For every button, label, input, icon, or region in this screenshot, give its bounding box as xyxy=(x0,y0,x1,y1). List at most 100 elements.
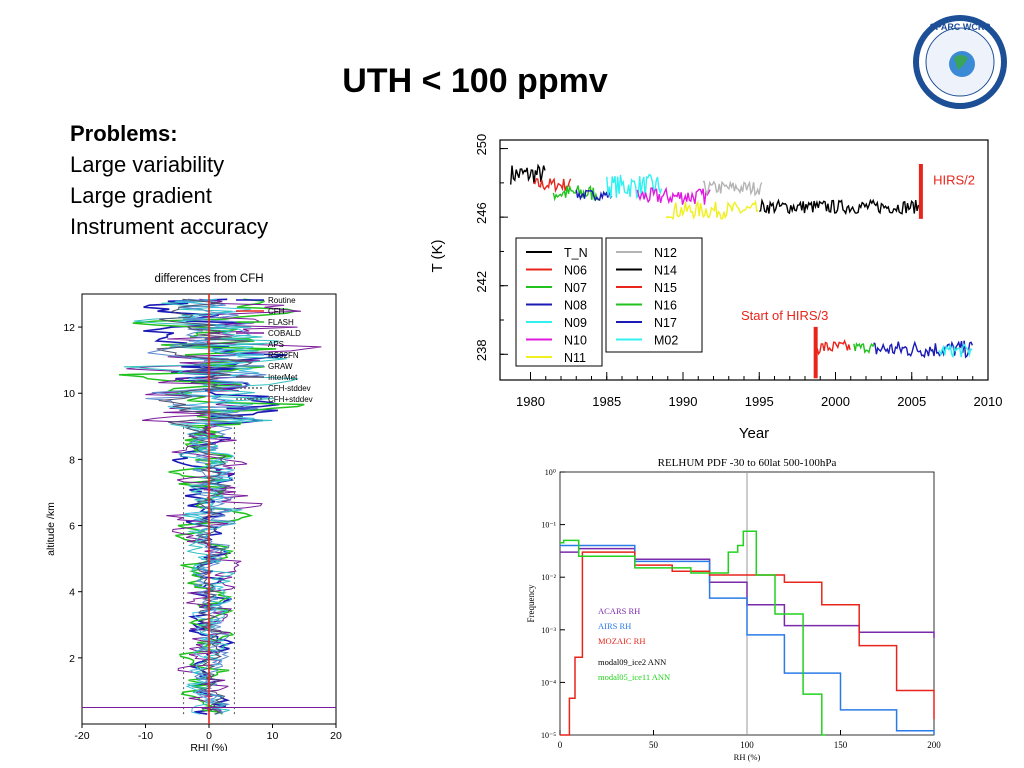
legend-label: MOZAIC RH xyxy=(598,636,645,646)
slide-title: UTH < 100 ppmv xyxy=(342,62,608,100)
annotation-hirs3: Start of HIRS/3 xyxy=(741,308,828,323)
legend-label: InterMet xyxy=(268,373,298,382)
y-tick-label: 10⁻⁴ xyxy=(541,678,556,687)
x-tick-label: 10 xyxy=(267,730,279,742)
series-line-M02 xyxy=(938,342,973,358)
series-line-N16 xyxy=(853,342,875,354)
y-tick-label: 8 xyxy=(69,454,75,466)
y-tick-label: 12 xyxy=(63,322,75,334)
problems-heading: Problems: xyxy=(70,121,178,146)
x-tick-label: 200 xyxy=(927,740,941,750)
sparc-logo: SPARC WCRP xyxy=(913,15,1007,109)
legend-label: GRAW xyxy=(268,362,293,371)
y-tick-label: 10⁻² xyxy=(541,573,556,582)
series-line-N10 xyxy=(636,186,711,205)
legend-label: N15 xyxy=(654,281,677,295)
legend-label: N08 xyxy=(564,299,587,313)
x-tick-label: -10 xyxy=(138,730,153,742)
legend-label: APS xyxy=(268,340,284,349)
legend-label: N14 xyxy=(654,264,677,278)
annotation-hirs2: HIRS/2 xyxy=(933,173,975,188)
chart1-plot: 1980 1985 1990 1995 2000 2005 2010 238 242 246 250… xyxy=(429,134,1002,442)
series-line-profile xyxy=(126,298,322,715)
x-tick-label: 0 xyxy=(558,740,563,750)
relhum-pdf-chart: RELHUM PDF -30 to 60lat 500-100hPa 0 50 100… xyxy=(526,457,941,762)
series-line-modal05_ice11-ANN xyxy=(560,530,826,736)
y-tick-label: 10⁻⁵ xyxy=(541,731,556,740)
series-line-N06 xyxy=(533,177,572,194)
legend-label: COBALD xyxy=(268,329,301,338)
legend-label: Routine xyxy=(268,296,296,305)
chart-title: differences from CFH xyxy=(154,273,263,285)
legend-label: CFH-stddev xyxy=(268,384,311,393)
series-line-N12 xyxy=(702,180,763,197)
y-tick-label: 242 xyxy=(474,271,489,293)
x-tick-label: -20 xyxy=(74,730,89,742)
y-tick-label: 2 xyxy=(69,653,75,665)
legend-label: N06 xyxy=(564,264,587,278)
x-tick-label: 50 xyxy=(649,740,659,750)
legend-label: N11 xyxy=(564,351,586,365)
logo-text: SPARC WCRP xyxy=(930,22,991,32)
chart-title: RELHUM PDF -30 to 60lat 500-100hPa xyxy=(658,457,837,469)
legend-label: N07 xyxy=(564,281,587,295)
x-tick-label: 1985 xyxy=(592,394,621,409)
y-tick-label: 4 xyxy=(69,587,75,599)
y-tick-label: 10⁻¹ xyxy=(541,521,556,530)
problems-list: Problems: Large variability Large gradie… xyxy=(70,118,268,242)
legend-label: modal09_ice2 ANN xyxy=(598,657,666,667)
cfh-difference-chart: differences from CFH -20 -10 0 10 20 2 4 6 8 10 12 R… xyxy=(45,273,342,751)
x-tick-label: 2005 xyxy=(897,394,926,409)
chart3-plot: RELHUM PDF -30 to 60lat 500-100hPa 0 50 100… xyxy=(526,457,941,762)
legend-label: T_N xyxy=(564,246,588,260)
legend-box-right xyxy=(605,237,703,353)
x-tick-label: 20 xyxy=(330,730,342,742)
series-line-profile xyxy=(143,298,287,715)
legend-label: FLASH xyxy=(268,318,294,327)
y-axis-label: T (K) xyxy=(429,239,446,272)
series-line-N15 xyxy=(816,339,851,356)
legend-label: N12 xyxy=(654,246,677,260)
legend-label: N09 xyxy=(564,316,587,330)
y-tick-label: 6 xyxy=(69,521,75,533)
y-tick-label: 10 xyxy=(63,388,75,400)
x-tick-label: 0 xyxy=(206,730,212,742)
x-tick-label: 2010 xyxy=(974,394,1003,409)
y-tick-label: 250 xyxy=(474,134,489,156)
x-tick-label: 1980 xyxy=(516,394,545,409)
legend-label: RS92FN xyxy=(268,351,299,360)
y-tick-label: 238 xyxy=(474,339,489,361)
y-axis-label: Frequency xyxy=(526,584,536,622)
legend-label: modal05_ice11 ANN xyxy=(598,672,670,682)
problem-item: Instrument accuracy xyxy=(70,214,269,239)
legend-box-left xyxy=(515,237,603,367)
problem-item: Large variability xyxy=(70,152,225,177)
x-axis-label: Year xyxy=(739,425,769,442)
x-tick-label: 100 xyxy=(740,740,754,750)
y-axis-label: altitude /km xyxy=(45,502,57,556)
series-line-N17 xyxy=(873,340,974,359)
x-tick-label: 1995 xyxy=(745,394,774,409)
x-axis-label: RHI (%) xyxy=(190,742,227,751)
legend-label: ACARS RH xyxy=(598,606,640,616)
legend-label: N16 xyxy=(654,299,677,313)
y-tick-label: 10⁰ xyxy=(545,468,556,477)
legend-label: M02 xyxy=(654,334,678,348)
y-tick-label: 246 xyxy=(474,202,489,224)
legend-label: CFH xyxy=(268,307,285,316)
x-tick-label: 150 xyxy=(834,740,848,750)
x-tick-label: 1990 xyxy=(669,394,698,409)
series-line-N11 xyxy=(665,199,759,221)
chart2-plot: differences from CFH -20 -10 0 10 20 2 4 6 8 10 12 R… xyxy=(45,273,342,751)
series-line-T_N xyxy=(510,163,546,185)
legend-label: N10 xyxy=(564,334,587,348)
series-line-N09 xyxy=(606,173,663,200)
legend-label: N17 xyxy=(654,316,677,330)
temperature-chart: 1980 1985 1990 1995 2000 2005 2010 238 242 246 250… xyxy=(429,134,1002,442)
series-line-N14 xyxy=(759,198,920,216)
series-line-N08 xyxy=(575,189,613,202)
legend-label: CFH+stddev xyxy=(268,395,313,404)
x-axis-label: RH (%) xyxy=(734,752,761,762)
series-line-profile xyxy=(167,298,259,715)
problem-item: Large gradient xyxy=(70,183,212,208)
